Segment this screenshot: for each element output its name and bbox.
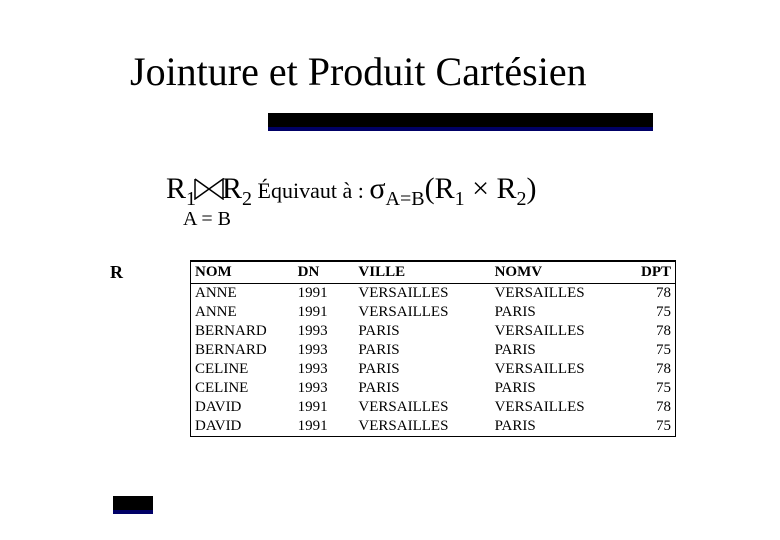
table-cell: CELINE [191,379,294,398]
join-condition: A = B [183,208,231,231]
table-cell: 75 [625,341,675,360]
table-row: BERNARD1993PARISPARIS75 [191,341,675,360]
table-cell: VERSAILLES [491,322,625,341]
table-cell: DAVID [191,417,294,436]
sig-r2-sub: 2 [517,188,527,210]
sigma-sub: A=B [386,188,425,210]
footer-rule-accent [113,510,153,514]
col-nom: NOM [191,262,294,284]
table-cell: VERSAILLES [491,284,625,304]
title-rule-accent [268,127,653,131]
table-cell: 1991 [294,417,355,436]
table-cell: CELINE [191,360,294,379]
table-cell: 75 [625,417,675,436]
table-cell: 78 [625,284,675,304]
table-cell: BERNARD [191,341,294,360]
table-cell: ANNE [191,303,294,322]
table-cell: PARIS [491,379,625,398]
table-cell: 75 [625,379,675,398]
join-icon [194,174,224,208]
table-cell: 75 [625,303,675,322]
table-row: CELINE1993PARISVERSAILLES78 [191,360,675,379]
table-cell: 1993 [294,360,355,379]
relation-name: R [110,262,123,283]
table-cell: 78 [625,322,675,341]
table-cell: 1993 [294,379,355,398]
col-dn: DN [294,262,355,284]
equiv-text: Équivaut à : [252,178,369,203]
table-cell: PARIS [354,341,490,360]
table-cell: ANNE [191,284,294,304]
r2-sub: 2 [242,188,252,210]
table-row: ANNE1991VERSAILLESVERSAILLES78 [191,284,675,304]
col-ville: VILLE [354,262,490,284]
table-cell: 1991 [294,398,355,417]
paren-close: ) [527,172,537,205]
table-row: CELINE1993PARISPARIS75 [191,379,675,398]
table-cell: PARIS [491,303,625,322]
table-cell: 1991 [294,303,355,322]
table-row: ANNE1991VERSAILLESPARIS75 [191,303,675,322]
table-cell: PARIS [354,322,490,341]
table-cell: VERSAILLES [354,417,490,436]
table-row: DAVID1991VERSAILLESVERSAILLES78 [191,398,675,417]
sig-r1-sub: 1 [455,188,465,210]
r1: R [166,172,186,205]
slide-title: Jointure et Produit Cartésien [130,48,587,95]
col-dpt: DPT [625,262,675,284]
table-cell: PARIS [354,379,490,398]
table-row: BERNARD1993PARISVERSAILLES78 [191,322,675,341]
table-row: DAVID1991VERSAILLESPARIS75 [191,417,675,436]
table-cell: PARIS [354,360,490,379]
table-cell: VERSAILLES [491,398,625,417]
table-cell: VERSAILLES [354,303,490,322]
table-cell: 1993 [294,322,355,341]
table-cell: VERSAILLES [491,360,625,379]
table-header-row: NOM DN VILLE NOMV DPT [191,262,675,284]
table-cell: 78 [625,360,675,379]
table-body: ANNE1991VERSAILLESVERSAILLES78ANNE1991VE… [191,284,675,437]
table-cell: VERSAILLES [354,398,490,417]
table-cell: 78 [625,398,675,417]
table-cell: VERSAILLES [354,284,490,304]
col-nomv: NOMV [491,262,625,284]
result-table: NOM DN VILLE NOMV DPT ANNE1991VERSAILLES… [190,260,676,437]
footer-rule-thick [113,496,153,510]
table-cell: 1993 [294,341,355,360]
title-rule-thick [268,113,653,127]
equivalence-formula: R1R2 Équivaut à : σA=B(R1 × R2) [166,172,537,211]
table-cell: BERNARD [191,322,294,341]
table-cell: 1991 [294,284,355,304]
times: × R [465,172,517,205]
sigma: σ [369,172,385,205]
table-cell: PARIS [491,417,625,436]
paren-open: (R [425,172,455,205]
table-cell: DAVID [191,398,294,417]
table-cell: PARIS [491,341,625,360]
r2: R [222,172,242,205]
